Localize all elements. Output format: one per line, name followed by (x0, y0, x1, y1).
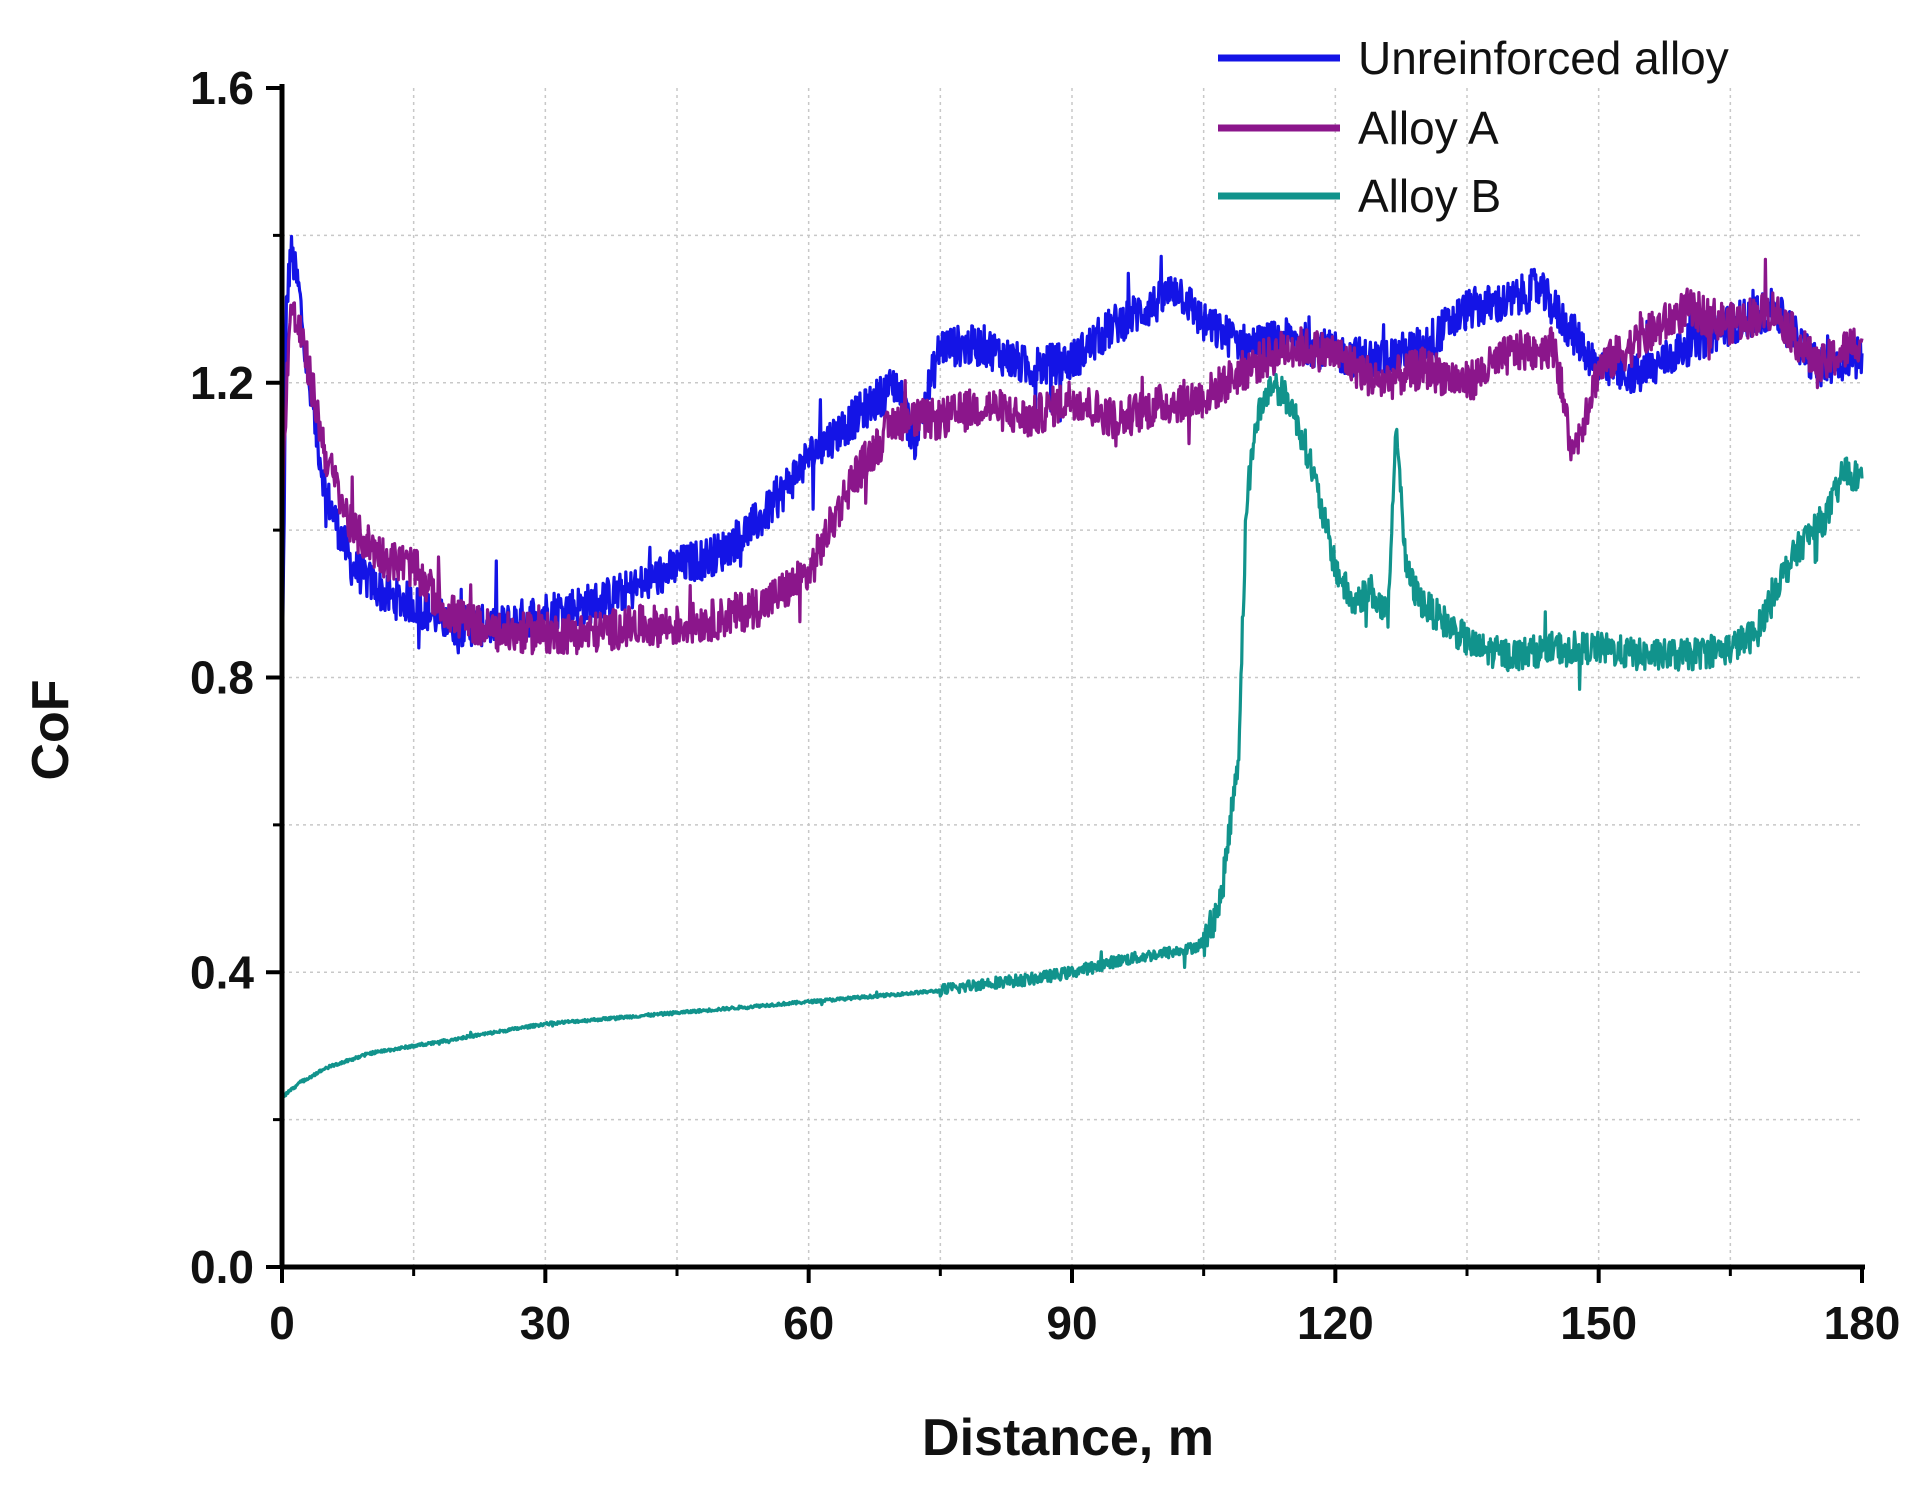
y-tick-label: 1.6 (190, 62, 254, 114)
x-tick-label: 30 (520, 1297, 571, 1349)
x-tick-label: 90 (1046, 1297, 1097, 1349)
series-lines (280, 234, 1864, 1099)
y-tick-label: 1.2 (190, 357, 254, 409)
y-axis-title: CoF (22, 679, 80, 780)
series-line-alloy-b (281, 373, 1864, 1099)
y-tick-label: 0.0 (190, 1241, 254, 1293)
y-tick-label: 0.8 (190, 652, 254, 704)
x-tick-label: 120 (1297, 1297, 1374, 1349)
legend: Unreinforced alloy Alloy A Alloy B (1218, 32, 1729, 222)
x-tick-label: 150 (1560, 1297, 1637, 1349)
x-tick-label: 180 (1824, 1297, 1901, 1349)
tick-labels: 0 30 60 90 120 150 180 0.0 0.4 0.8 1.2 1.6 (190, 62, 1900, 1349)
x-tick-label: 0 (269, 1297, 295, 1349)
x-axis-title: Distance, m (922, 1409, 1214, 1467)
x-tick-label: 60 (783, 1297, 834, 1349)
legend-label-alloy-b: Alloy B (1358, 170, 1501, 222)
y-tick-label: 0.4 (190, 946, 254, 998)
legend-label-alloy-a: Alloy A (1358, 102, 1499, 154)
axes (266, 84, 1865, 1283)
legend-label-unreinforced-alloy: Unreinforced alloy (1358, 32, 1729, 84)
gridlines (282, 88, 1862, 1267)
series-line-alloy-a (280, 257, 1864, 656)
